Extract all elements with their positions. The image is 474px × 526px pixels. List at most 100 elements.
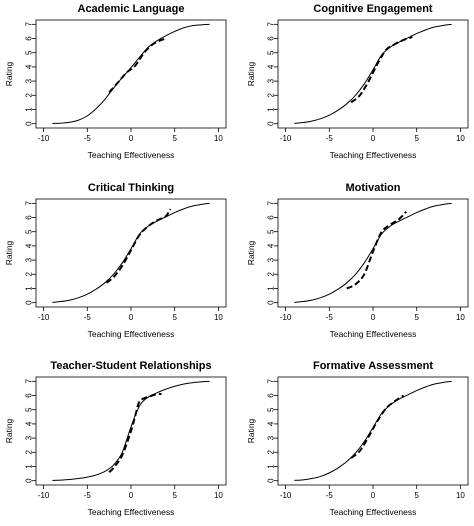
x-tick-label: 10	[214, 134, 223, 143]
dashed-series-line	[108, 37, 167, 94]
y-tick-label: 2	[267, 272, 276, 277]
x-tick-label: 0	[129, 313, 134, 322]
y-tick-label: 0	[25, 300, 34, 305]
y-tick-label: 3	[25, 78, 34, 83]
plot-frame	[35, 19, 227, 129]
dashed-series-line	[108, 392, 162, 473]
y-tick-label: 4	[25, 64, 34, 69]
y-tick-label: 6	[267, 393, 276, 398]
y-axis-label: Rating	[246, 61, 256, 86]
x-tick-label: 0	[371, 491, 376, 500]
x-axis-label: Teaching Effectiveness	[88, 150, 175, 160]
solid-series-line	[294, 202, 452, 303]
y-tick-label: 2	[25, 272, 34, 277]
x-tick-label: 5	[414, 313, 419, 322]
x-tick-label: 0	[129, 491, 134, 500]
dashed-series-line	[350, 394, 405, 459]
x-tick-label: -10	[280, 491, 292, 500]
solid-series-line	[52, 380, 210, 481]
y-tick-label: 2	[25, 450, 34, 455]
y-axis-label: Rating	[4, 418, 14, 443]
x-tick-label: -5	[326, 491, 334, 500]
y-tick-label: 3	[267, 257, 276, 262]
y-axis-label: Rating	[4, 61, 14, 86]
y-tick-label: 0	[267, 121, 276, 126]
plot-frame	[277, 376, 469, 486]
x-tick-label: -5	[84, 491, 92, 500]
y-tick-label: 0	[25, 121, 34, 126]
solid-series-line	[52, 23, 210, 124]
y-tick-label: 4	[267, 64, 276, 69]
y-tick-label: 6	[25, 215, 34, 220]
y-tick-label: 5	[267, 229, 276, 234]
x-tick-label: 5	[172, 491, 177, 500]
y-tick-label: 4	[25, 243, 34, 248]
x-tick-label: -10	[38, 134, 50, 143]
y-tick-label: 2	[267, 93, 276, 98]
y-tick-label: 1	[25, 107, 34, 112]
dashed-series-line	[350, 36, 413, 104]
y-tick-label: 6	[25, 393, 34, 398]
y-tick-label: 6	[25, 36, 34, 41]
y-axis-label: Rating	[4, 240, 14, 265]
y-axis-label: Rating	[246, 240, 256, 265]
y-tick-label: 6	[267, 215, 276, 220]
x-tick-label: 10	[214, 491, 223, 500]
y-tick-label: 6	[267, 36, 276, 41]
x-tick-label: 0	[129, 134, 134, 143]
x-tick-label: -5	[84, 134, 92, 143]
y-tick-label: 7	[25, 201, 34, 206]
y-tick-label: 1	[267, 464, 276, 469]
chart-title: Teacher-Student Relationships	[50, 360, 211, 372]
x-tick-label: -10	[38, 313, 50, 322]
y-tick-label: 4	[25, 421, 34, 426]
y-tick-label: 2	[267, 450, 276, 455]
y-tick-label: 7	[267, 201, 276, 206]
x-axis-label: Teaching Effectiveness	[330, 150, 417, 160]
y-tick-label: 3	[25, 257, 34, 262]
x-tick-label: 5	[414, 134, 419, 143]
x-axis-label: Teaching Effectiveness	[88, 329, 175, 339]
dashed-series-line	[346, 211, 407, 290]
x-tick-label: 5	[172, 313, 177, 322]
y-tick-label: 4	[267, 243, 276, 248]
plot-frame	[35, 198, 227, 308]
y-tick-label: 1	[267, 286, 276, 291]
y-tick-label: 2	[25, 93, 34, 98]
x-tick-label: -10	[38, 491, 50, 500]
x-tick-label: 0	[371, 313, 376, 322]
solid-series-line	[294, 23, 452, 124]
y-tick-label: 1	[267, 107, 276, 112]
y-tick-label: 3	[25, 435, 34, 440]
chart-title: Motivation	[346, 182, 401, 194]
chart-title: Critical Thinking	[88, 182, 174, 194]
y-tick-label: 7	[25, 22, 34, 27]
x-tick-label: 10	[214, 313, 223, 322]
x-tick-label: 10	[456, 134, 465, 143]
chart-panel-3: Critical Thinking -10 -5 0 5 10 0 1 2 3 4 5 6 7 Teachi…	[4, 182, 227, 339]
x-axis-label: Teaching Effectiveness	[330, 507, 417, 517]
y-tick-label: 7	[267, 379, 276, 384]
chart-panel-2: Cognitive Engagement -10 -5 0 5 10 0 1 2 3 4 5 6 7 Tea…	[246, 3, 469, 160]
y-tick-label: 3	[267, 78, 276, 83]
y-tick-label: 1	[25, 464, 34, 469]
y-tick-label: 5	[25, 407, 34, 412]
y-tick-label: 1	[25, 286, 34, 291]
x-tick-label: 10	[456, 313, 465, 322]
chart-title: Academic Language	[78, 3, 185, 15]
x-axis-label: Teaching Effectiveness	[88, 507, 175, 517]
chart-title: Cognitive Engagement	[313, 3, 433, 15]
chart-panel-6: Formative Assessment -10 -5 0 5 10 0 1 2 3 4 5 6 7 Tea…	[246, 360, 469, 517]
y-tick-label: 0	[267, 478, 276, 483]
y-tick-label: 0	[25, 478, 34, 483]
dashed-series-line	[105, 208, 172, 284]
y-axis-label: Rating	[246, 418, 256, 443]
y-tick-label: 5	[25, 229, 34, 234]
x-tick-label: 5	[414, 491, 419, 500]
y-tick-label: 5	[25, 50, 34, 55]
x-tick-label: -10	[280, 134, 292, 143]
x-tick-label: 0	[371, 134, 376, 143]
y-tick-label: 5	[267, 50, 276, 55]
x-tick-label: -10	[280, 313, 292, 322]
